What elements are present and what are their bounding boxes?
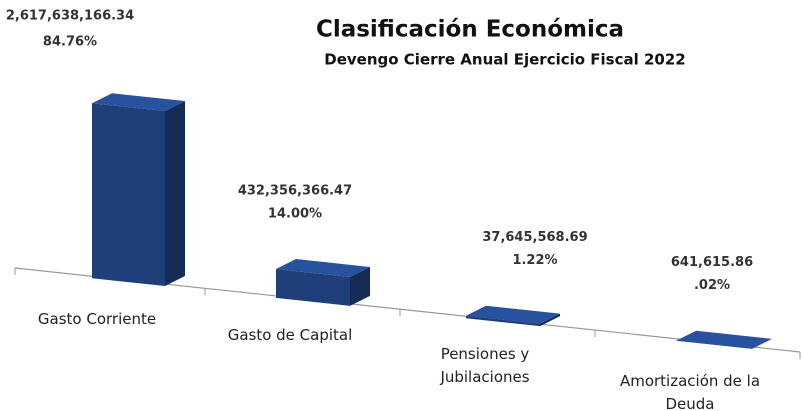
bar-side xyxy=(165,101,185,287)
category-label: Gasto Corriente xyxy=(37,310,157,328)
bar-top xyxy=(276,259,370,277)
bar-front xyxy=(466,315,540,327)
category-label: Amortización de la Deuda xyxy=(619,372,761,411)
bar-top xyxy=(92,93,185,112)
bar-side xyxy=(350,266,370,306)
value-label: 641,615.86 xyxy=(671,255,753,270)
value-label: 2,617,638,166.34 xyxy=(6,9,134,24)
bar-side xyxy=(540,313,560,327)
category-label: Pensiones y Jubilaciones xyxy=(440,345,530,386)
bar-side xyxy=(752,338,772,349)
category-label: Gasto de Capital xyxy=(227,326,353,344)
bar-front xyxy=(92,103,165,287)
share-label: .02% xyxy=(694,278,730,293)
bar-top xyxy=(466,305,560,324)
share-label: 14.00% xyxy=(268,207,322,222)
value-label: 37,645,568.69 xyxy=(482,230,587,245)
chart-title: Clasificación Económica xyxy=(316,17,624,43)
chart-subtitle: Devengo Cierre Anual Ejercicio Fiscal 20… xyxy=(324,51,685,69)
bar-front xyxy=(276,269,350,306)
value-label: 432,356,366.47 xyxy=(238,184,352,199)
share-label: 84.76% xyxy=(43,35,97,50)
bar-front xyxy=(676,340,752,349)
share-label: 1.22% xyxy=(512,253,557,268)
bar-top xyxy=(676,330,772,349)
